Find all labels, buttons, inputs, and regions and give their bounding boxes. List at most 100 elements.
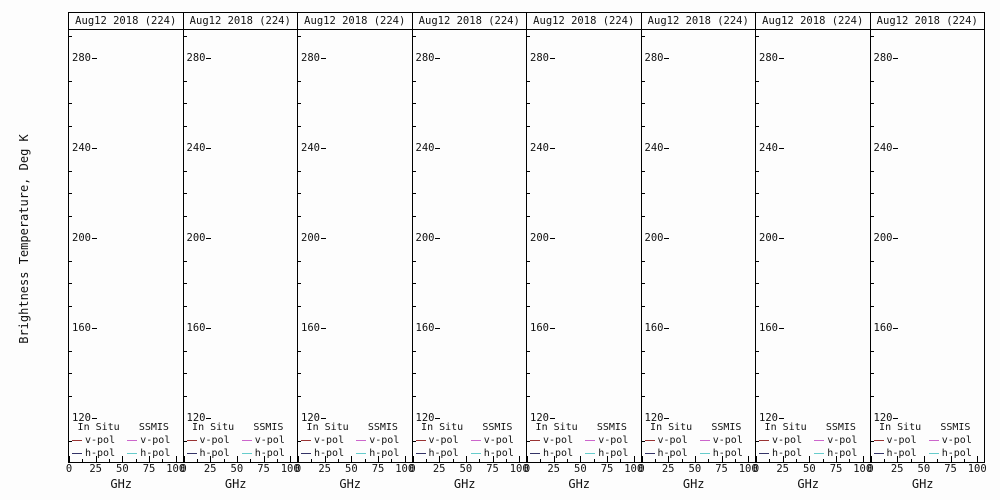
legend-column: SSMIS v-pol h-pol [126,421,181,460]
legend-line-sample [470,453,481,454]
legend-line-sample [72,440,82,441]
legend-line-sample [301,453,311,454]
y-minor-tick [641,125,645,127]
y-tick: 120 [874,412,899,424]
y-minor-tick [298,103,301,104]
y-tick-mark [435,237,441,239]
y-minor-tick [527,260,530,262]
y-tick-mark [778,147,784,149]
legend-entry-label: h-pol [543,448,574,459]
y-minor-tick [641,305,645,307]
legend-entry-label: h-pol [657,448,688,459]
y-minor-tick [641,193,645,194]
legend-column: In Situ v-pol h-pol [873,421,928,460]
x-minor-tick [452,459,454,462]
y-minor-tick [298,80,301,82]
panel-title-strip: Aug12 2018 (224) [412,13,526,30]
y-tick-label: 280 [759,52,778,64]
legend-column: In Situ v-pol h-pol [300,421,355,460]
legend-header: In Situ [764,422,807,433]
y-minor-tick [412,80,416,82]
y-minor-tick [69,170,72,172]
y-minor-tick [527,103,530,104]
legend-line-sample [415,453,426,454]
y-tick-mark [91,237,97,239]
y-minor-tick [870,260,874,262]
legend-entry: v-pol [758,434,813,447]
legend-entry-label: h-pol [254,448,285,459]
legend-entry-label: v-pol [772,435,803,446]
legend-line-sample [644,453,655,454]
y-minor-tick [183,35,187,37]
x-tick-label: 75 [142,463,156,475]
legend-entry-label: v-pol [598,435,629,446]
x-minor-tick [910,459,912,462]
x-tick-label: 100 [280,463,300,475]
y-tick-label: 160 [873,322,893,334]
y-minor-tick [756,103,759,104]
legend: In Situ v-pol h-pol SSMIS v-pol h-pol [758,421,869,460]
x-tick-label: 0 [65,463,73,475]
legend-entry-label: v-pol [140,435,171,446]
y-minor-tick [641,35,645,37]
y-minor-tick [756,260,759,262]
legend-header: In Situ [650,422,693,433]
legend-entry-label: h-pol [140,448,171,459]
x-tick-label: 50 [230,463,244,475]
y-minor-tick [756,215,759,217]
y-minor-tick [69,215,72,217]
legend-entry-label: h-pol [428,448,459,459]
y-tick-label: 120 [530,412,549,424]
y-minor-tick [641,80,645,82]
y-minor-tick [298,193,301,194]
x-minor-tick [540,459,542,462]
panel-title-strip: Aug12 2018 (224) [527,13,641,30]
y-minor-tick [527,215,530,217]
legend-header: SSMIS [482,422,513,433]
y-tick-label: 280 [873,52,893,64]
legend: In Situ v-pol h-pol SSMIS v-pol h-pol [873,421,984,460]
y-minor-tick [756,193,759,194]
y-tick: 280 [416,52,441,64]
y-tick: 200 [645,232,670,244]
x-tick-mark [923,456,925,462]
y-minor-tick [183,215,187,217]
x-tick-mark [527,456,528,462]
x-tick-mark [977,456,979,462]
legend-column: In Situ v-pol h-pol [529,421,584,460]
legend-entry: h-pol [644,447,699,460]
x-tick-mark [69,456,70,462]
x-tick-mark [897,456,899,462]
panel-title-strip: Aug12 2018 (224) [183,13,297,30]
legend-entry-label: h-pol [772,448,803,459]
x-tick-label: 25 [661,463,675,475]
x-minor-tick [250,459,252,462]
y-tick-label: 240 [530,142,549,154]
y-tick: 240 [874,142,899,154]
y-tick-mark [893,327,899,329]
y-tick-label: 240 [72,142,91,154]
panel: Aug12 2018 (224) 280 240 200 160 120 0 25 50 75… [66,12,185,491]
x-tick-label: 75 [944,463,957,475]
y-minor-tick [69,373,72,374]
y-tick-mark [664,327,670,329]
panel-title: Aug12 2018 (224) [75,15,177,27]
y-minor-tick [870,80,874,82]
y-tick: 120 [72,412,97,424]
y-tick-label: 200 [873,232,893,244]
panel: Aug12 2018 (224) 280 240 200 160 120 0 25 50 75… [524,12,643,491]
x-tick-mark [580,456,582,462]
y-tick-mark [664,237,670,239]
legend-line-sample [241,440,252,441]
y-minor-tick [870,395,874,397]
panel-title: Aug12 2018 (224) [762,15,864,27]
legend-line-sample [186,453,197,454]
x-axis-unit-label: GHz [453,477,476,491]
y-tick-mark [778,327,784,329]
x-tick-label: 25 [89,463,102,475]
y-tick: 200 [874,232,899,244]
x-tick-labels: 0 25 50 75 100 [409,462,528,475]
y-tick-mark [320,147,326,149]
x-tick-mark [756,456,757,462]
panel-title-strip: Aug12 2018 (224) [298,13,412,30]
